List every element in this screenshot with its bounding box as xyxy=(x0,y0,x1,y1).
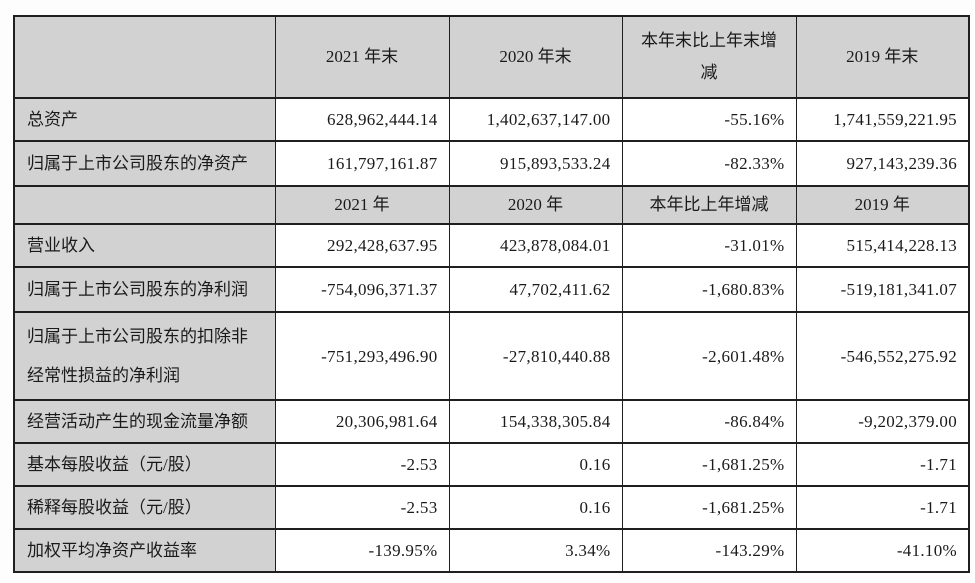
row-label-cell: 归属于上市公司股东的净利润 xyxy=(13,266,276,314)
value-cell: 0.16 xyxy=(448,442,623,488)
column-header-2021-year-end: 2021 年末 xyxy=(274,15,450,99)
row-label-cell: 经营活动产生的现金流量净额 xyxy=(13,399,276,445)
row-label-cell: 营业收入 xyxy=(13,223,276,269)
value-cell: -86.84% xyxy=(621,399,797,445)
value-cell: -31.01% xyxy=(621,223,797,269)
value-cell: 915,893,533.24 xyxy=(448,140,623,187)
row-label-cell: 总资产 xyxy=(13,97,276,142)
table-row-net-profit: 归属于上市公司股东的净利润 -754,096,371.37 47,702,411… xyxy=(13,266,970,314)
value-cell: -2,601.48% xyxy=(621,311,797,402)
table-row-net-assets: 归属于上市公司股东的净资产 161,797,161.87 915,893,533… xyxy=(13,140,970,187)
value-cell: -1.71 xyxy=(795,442,970,488)
value-cell: -2.53 xyxy=(274,485,450,531)
value-cell: -82.33% xyxy=(621,140,797,187)
value-cell: -754,096,371.37 xyxy=(274,266,450,314)
value-cell: -1,680.83% xyxy=(621,266,797,314)
column-header-yoy-yearend-change: 本年末比上年末增减 xyxy=(621,15,797,99)
table-row-basic-eps: 基本每股收益（元/股） -2.53 0.16 -1,681.25% -1.71 xyxy=(13,442,970,488)
row-label-cell: 基本每股收益（元/股） xyxy=(13,442,276,488)
value-cell: 1,402,637,147.00 xyxy=(448,97,623,142)
table-row-operating-cash-flow: 经营活动产生的现金流量净额 20,306,981.64 154,338,305.… xyxy=(13,399,970,445)
value-cell: -1.71 xyxy=(795,485,970,531)
value-cell: 1,741,559,221.95 xyxy=(795,97,970,142)
row-label-cell: 稀释每股收益（元/股） xyxy=(13,485,276,531)
value-cell: -139.95% xyxy=(274,528,450,574)
value-cell: 515,414,228.13 xyxy=(795,223,970,269)
value-cell: -751,293,496.90 xyxy=(274,311,450,402)
table-row-diluted-eps: 稀释每股收益（元/股） -2.53 0.16 -1,681.25% -1.71 xyxy=(13,485,970,531)
value-cell: -519,181,341.07 xyxy=(795,266,970,314)
value-cell: -546,552,275.92 xyxy=(795,311,970,402)
table-row-operating-revenue: 营业收入 292,428,637.95 423,878,084.01 -31.0… xyxy=(13,223,970,269)
corner-blank-cell xyxy=(13,184,276,226)
value-cell: 3.34% xyxy=(448,528,623,574)
value-cell: -2.53 xyxy=(274,442,450,488)
value-cell: 423,878,084.01 xyxy=(448,223,623,269)
column-header-2020-year-end: 2020 年末 xyxy=(448,15,623,99)
value-cell: 20,306,981.64 xyxy=(274,399,450,445)
value-cell: -55.16% xyxy=(621,97,797,142)
financial-summary-table: 2021 年末 2020 年末 本年末比上年末增减 2019 年末 总资产 62… xyxy=(13,15,970,574)
value-cell: -143.29% xyxy=(621,528,797,574)
row-label-cell: 归属于上市公司股东的扣除非经常性损益的净利润 xyxy=(13,311,276,402)
value-cell: 161,797,161.87 xyxy=(274,140,450,187)
corner-blank-cell xyxy=(13,15,276,99)
row-label-cell: 归属于上市公司股东的净资产 xyxy=(13,140,276,187)
value-cell: -1,681.25% xyxy=(621,442,797,488)
value-cell: -9,202,379.00 xyxy=(795,399,970,445)
value-cell: 47,702,411.62 xyxy=(448,266,623,314)
value-cell: 292,428,637.95 xyxy=(274,223,450,269)
value-cell: -41.10% xyxy=(795,528,970,574)
table-row-weighted-avg-roe: 加权平均净资产收益率 -139.95% 3.34% -143.29% -41.1… xyxy=(13,528,970,574)
value-cell: -27,810,440.88 xyxy=(448,311,623,402)
column-header-yoy-change: 本年比上年增减 xyxy=(621,184,797,226)
table-subheader-row: 2021 年 2020 年 本年比上年增减 2019 年 xyxy=(13,184,970,226)
table-header-row: 2021 年末 2020 年末 本年末比上年末增减 2019 年末 xyxy=(13,15,970,99)
value-cell: 0.16 xyxy=(448,485,623,531)
table-row-total-assets: 总资产 628,962,444.14 1,402,637,147.00 -55.… xyxy=(13,97,970,142)
column-header-2021: 2021 年 xyxy=(274,184,450,226)
column-header-2019-year-end: 2019 年末 xyxy=(795,15,970,99)
row-label-cell: 加权平均净资产收益率 xyxy=(13,528,276,574)
column-header-2019: 2019 年 xyxy=(795,184,970,226)
value-cell: 154,338,305.84 xyxy=(448,399,623,445)
value-cell: 628,962,444.14 xyxy=(274,97,450,142)
table-row-net-profit-excl-nonrecurring: 归属于上市公司股东的扣除非经常性损益的净利润 -751,293,496.90 -… xyxy=(13,311,970,402)
value-cell: 927,143,239.36 xyxy=(795,140,970,187)
column-header-2020: 2020 年 xyxy=(448,184,623,226)
value-cell: -1,681.25% xyxy=(621,485,797,531)
